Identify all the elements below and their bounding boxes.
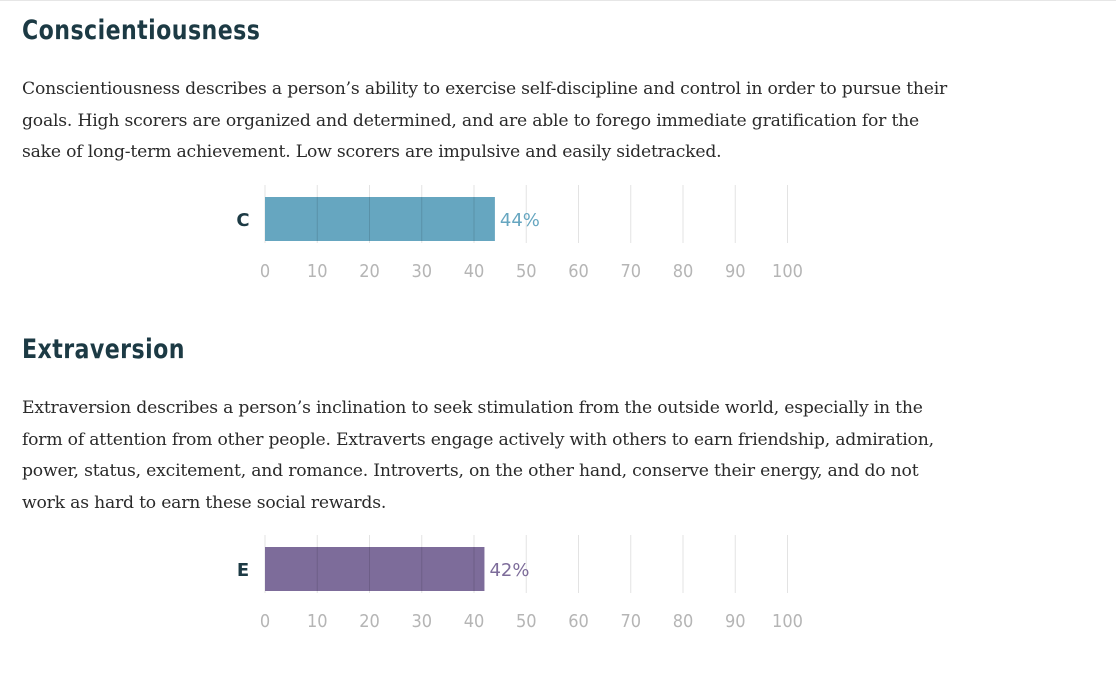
tick-label-40: 40 [464, 611, 485, 632]
category-label: E [237, 560, 249, 581]
section-description: Extraversion describes a person’s inclin… [22, 398, 934, 513]
tick-label-0: 0 [260, 611, 270, 632]
score-chart-conscientiousness: C 44% 0 10 20 30 40 50 60 70 80 90 100 [22, 181, 922, 291]
score-chart-extraversion: E 42% 0 10 20 30 40 50 60 70 80 90 100 [22, 531, 922, 641]
tick-label-100: 100 [772, 611, 803, 632]
section-title: Conscientiousness [22, 15, 261, 46]
bar-E [265, 547, 485, 591]
tick-label-50: 50 [516, 261, 537, 282]
tick-label-80: 80 [673, 261, 694, 282]
value-label: 42% [489, 560, 529, 581]
tick-label-20: 20 [359, 261, 380, 282]
tick-label-90: 90 [725, 261, 746, 282]
tick-label-0: 0 [260, 261, 270, 282]
tick-label-90: 90 [725, 611, 746, 632]
tick-label-60: 60 [568, 611, 589, 632]
tick-label-30: 30 [411, 611, 432, 632]
chart-svg: C 44% 0 10 20 30 40 50 60 70 80 90 100 [236, 185, 803, 282]
chart-svg: E 42% 0 10 20 30 40 50 60 70 80 90 100 [237, 535, 803, 632]
tick-label-20: 20 [359, 611, 380, 632]
tick-label-80: 80 [673, 611, 694, 632]
tick-label-50: 50 [516, 611, 537, 632]
section-description: Conscientiousness describes a person’s a… [22, 79, 948, 162]
tick-label-100: 100 [772, 261, 803, 282]
tick-label-40: 40 [464, 261, 485, 282]
bar-C [265, 197, 495, 241]
tick-label-60: 60 [568, 261, 589, 282]
tick-label-30: 30 [411, 261, 432, 282]
tick-label-70: 70 [620, 611, 641, 632]
value-label: 44% [500, 210, 540, 231]
category-label: C [236, 210, 249, 231]
tick-label-70: 70 [620, 261, 641, 282]
section-title: Extraversion [22, 334, 185, 365]
tick-label-10: 10 [307, 611, 328, 632]
tick-label-10: 10 [307, 261, 328, 282]
